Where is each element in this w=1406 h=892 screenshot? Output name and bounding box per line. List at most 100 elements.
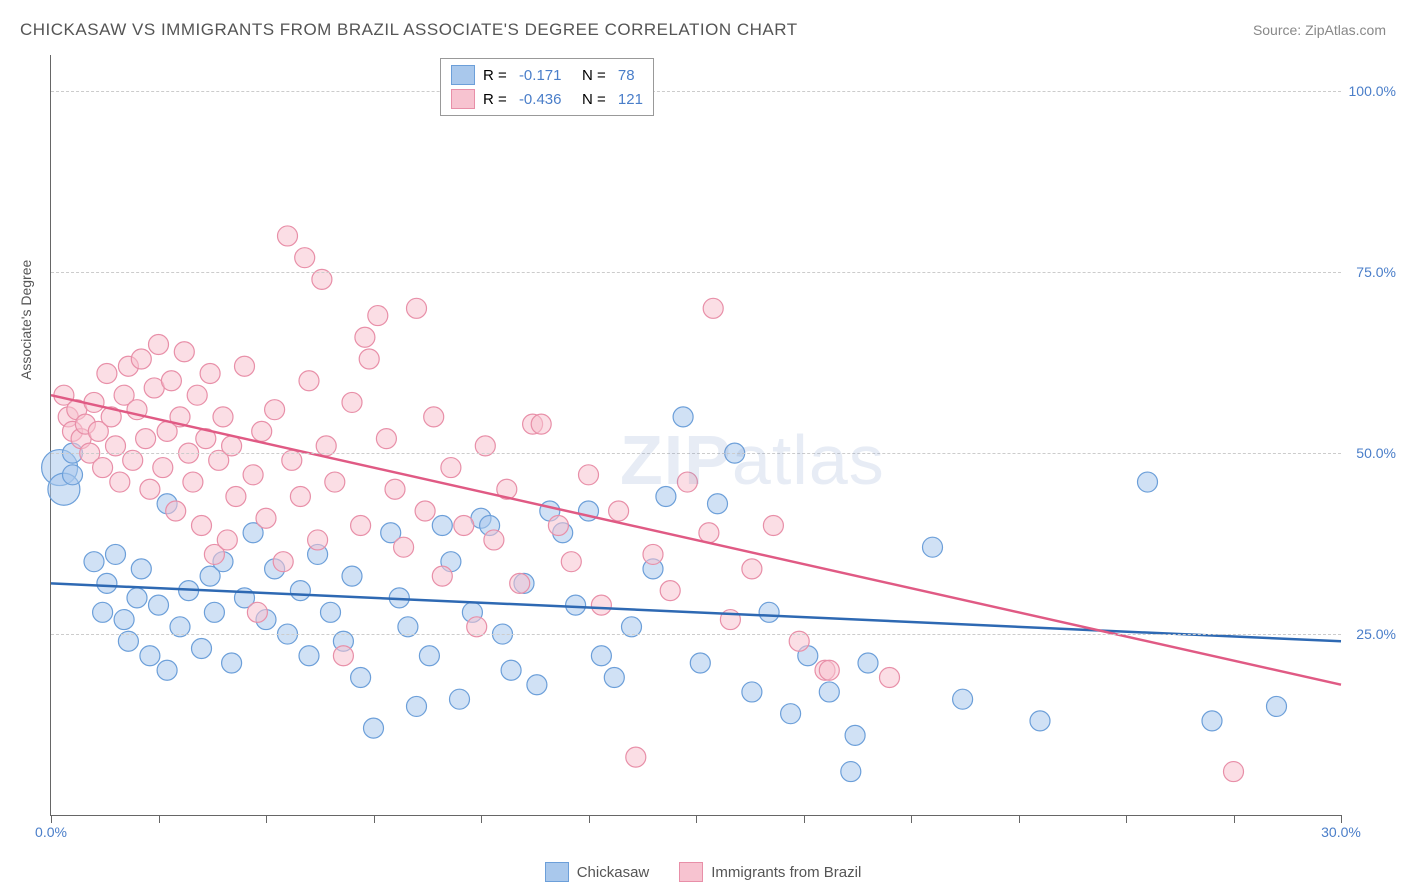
data-point <box>174 342 194 362</box>
data-point <box>290 581 310 601</box>
stat-r-value: -0.436 <box>519 91 562 108</box>
legend-label: Immigrants from Brazil <box>711 864 861 881</box>
data-point <box>97 573 117 593</box>
data-point <box>1030 711 1050 731</box>
ytick-label: 25.0% <box>1356 626 1396 642</box>
legend-stat-row: R = -0.171 N = 78 <box>451 63 643 87</box>
chart-title: CHICKASAW VS IMMIGRANTS FROM BRAZIL ASSO… <box>20 20 798 40</box>
data-point <box>127 588 147 608</box>
data-point <box>308 530 328 550</box>
gridline <box>51 272 1341 273</box>
legend-stat-row: R = -0.436 N = 121 <box>451 87 643 111</box>
data-point <box>432 566 452 586</box>
data-point <box>394 537 414 557</box>
data-point <box>204 602 224 622</box>
data-point <box>106 544 126 564</box>
legend-series: Chickasaw Immigrants from Brazil <box>0 862 1406 882</box>
trend-line <box>51 583 1341 641</box>
data-point <box>265 400 285 420</box>
data-point <box>342 392 362 412</box>
xtick <box>804 815 805 823</box>
data-point <box>376 429 396 449</box>
data-point <box>880 667 900 687</box>
data-point <box>708 494 728 514</box>
data-point <box>351 667 371 687</box>
stat-r-value: -0.171 <box>519 67 562 84</box>
plot-area: 25.0%50.0%75.0%100.0%0.0%30.0% <box>50 55 1341 816</box>
ytick-label: 100.0% <box>1349 83 1396 99</box>
data-point <box>656 487 676 507</box>
data-point <box>609 501 629 521</box>
data-point <box>247 602 267 622</box>
data-point <box>763 515 783 535</box>
chart-container: CHICKASAW VS IMMIGRANTS FROM BRAZIL ASSO… <box>0 0 1406 892</box>
data-point <box>243 465 263 485</box>
data-point <box>213 407 233 427</box>
data-point <box>699 523 719 543</box>
data-point <box>527 675 547 695</box>
data-point <box>351 515 371 535</box>
data-point <box>140 479 160 499</box>
data-point <box>140 646 160 666</box>
xtick <box>266 815 267 823</box>
data-point <box>114 610 134 630</box>
xtick <box>1126 815 1127 823</box>
data-point <box>923 537 943 557</box>
data-point <box>131 559 151 579</box>
data-point <box>1267 696 1287 716</box>
data-point <box>355 327 375 347</box>
legend-stats: R = -0.171 N = 78R = -0.436 N = 121 <box>440 58 654 116</box>
xtick <box>589 815 590 823</box>
legend-item: Immigrants from Brazil <box>679 862 861 882</box>
data-point <box>484 530 504 550</box>
data-point <box>441 458 461 478</box>
gridline <box>51 634 1341 635</box>
stat-r-label: R = <box>483 91 511 108</box>
scatter-svg <box>51 55 1341 815</box>
data-point <box>953 689 973 709</box>
data-point <box>759 602 779 622</box>
data-point <box>217 530 237 550</box>
data-point <box>858 653 878 673</box>
data-point <box>1202 711 1222 731</box>
data-point <box>368 306 388 326</box>
data-point <box>454 515 474 535</box>
data-point <box>591 646 611 666</box>
data-point <box>845 725 865 745</box>
data-point <box>192 639 212 659</box>
data-point <box>333 646 353 666</box>
data-point <box>660 581 680 601</box>
data-point <box>342 566 362 586</box>
data-point <box>97 363 117 383</box>
source-label: Source: ZipAtlas.com <box>1253 22 1386 38</box>
legend-item: Chickasaw <box>545 862 650 882</box>
data-point <box>841 762 861 782</box>
data-point <box>321 602 341 622</box>
data-point <box>819 682 839 702</box>
gridline <box>51 91 1341 92</box>
trend-line <box>51 395 1341 685</box>
data-point <box>1138 472 1158 492</box>
data-point <box>222 653 242 673</box>
data-point <box>290 487 310 507</box>
xtick <box>1019 815 1020 823</box>
xtick <box>159 815 160 823</box>
data-point <box>153 458 173 478</box>
data-point <box>561 552 581 572</box>
xtick-label: 30.0% <box>1321 824 1361 840</box>
stat-n-value: 78 <box>618 67 635 84</box>
data-point <box>450 689 470 709</box>
data-point <box>742 682 762 702</box>
data-point <box>110 472 130 492</box>
data-point <box>192 515 212 535</box>
legend-swatch <box>451 65 475 85</box>
data-point <box>149 595 169 615</box>
data-point <box>1224 762 1244 782</box>
stat-n-value: 121 <box>618 91 643 108</box>
data-point <box>673 407 693 427</box>
data-point <box>424 407 444 427</box>
legend-swatch <box>679 862 703 882</box>
data-point <box>531 414 551 434</box>
data-point <box>256 508 276 528</box>
data-point <box>131 349 151 369</box>
